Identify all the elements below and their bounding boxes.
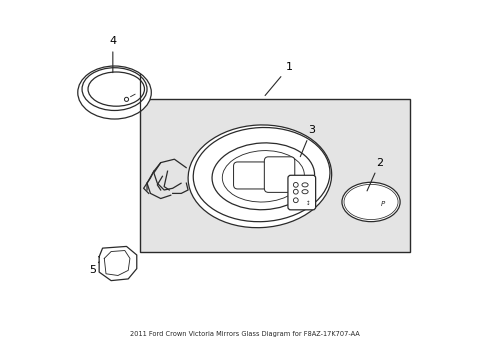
Text: 5: 5 (89, 262, 99, 275)
Text: P: P (380, 201, 385, 207)
Bar (140, 99, 409, 252)
Text: 2011 Ford Crown Victoria Mirrors Glass Diagram for F8AZ-17K707-AA: 2011 Ford Crown Victoria Mirrors Glass D… (129, 331, 359, 337)
Text: ↕: ↕ (305, 201, 309, 206)
Ellipse shape (212, 143, 314, 210)
FancyBboxPatch shape (233, 162, 267, 189)
Text: 1: 1 (264, 62, 292, 95)
Ellipse shape (188, 125, 331, 228)
Ellipse shape (341, 182, 399, 222)
Polygon shape (99, 246, 137, 281)
FancyBboxPatch shape (264, 157, 294, 192)
Text: 3: 3 (300, 125, 314, 157)
Ellipse shape (78, 66, 151, 119)
Text: 2: 2 (366, 158, 383, 191)
Text: 4: 4 (109, 36, 116, 73)
FancyBboxPatch shape (287, 175, 315, 210)
